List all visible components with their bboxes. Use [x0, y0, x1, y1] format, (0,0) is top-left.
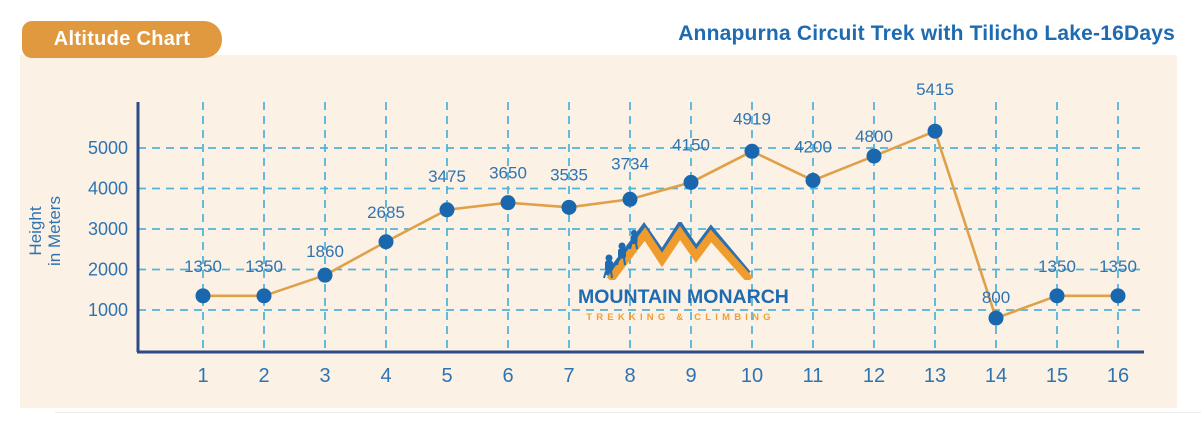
data-point — [744, 143, 760, 159]
data-point — [805, 172, 821, 188]
mountain-logo-icon — [602, 219, 753, 283]
x-tick-label: 7 — [563, 365, 574, 387]
page-title: Annapurna Circuit Trek with Tilicho Lake… — [678, 22, 1175, 45]
data-point — [927, 123, 943, 139]
data-point-label: 3475 — [428, 167, 466, 186]
data-point-label: 3650 — [489, 164, 527, 183]
bottom-divider — [55, 412, 1201, 413]
x-tick-label: 5 — [441, 365, 452, 387]
data-point-label: 800 — [982, 288, 1010, 307]
altitude-series-line — [203, 129, 1118, 320]
data-point-label: 1350 — [1038, 257, 1076, 276]
data-point — [195, 288, 211, 304]
y-axis-label-line2: in Meters — [45, 196, 64, 266]
data-point-label: 1350 — [1099, 257, 1137, 276]
y-tick-label: 1000 — [88, 300, 128, 320]
x-tick-label: 1 — [197, 365, 208, 387]
data-point — [1049, 288, 1065, 304]
watermark-name: MOUNTAIN MONARCH — [578, 286, 789, 308]
data-point-label: 4919 — [733, 109, 771, 128]
data-point-label: 1350 — [184, 257, 222, 276]
altitude-chart-badge: Altitude Chart — [22, 21, 222, 58]
data-point-label: 2685 — [367, 203, 405, 222]
badge-label: Altitude Chart — [53, 28, 191, 50]
watermark-logo: MOUNTAIN MONARCH TREKKING & CLIMBING — [578, 219, 789, 323]
y-tick-label: 5000 — [88, 138, 128, 158]
x-tick-label: 9 — [685, 365, 696, 387]
y-tick-label: 3000 — [88, 219, 128, 239]
data-point-label: 4150 — [672, 135, 710, 154]
x-tick-label: 13 — [924, 365, 946, 387]
x-tick-label: 10 — [741, 365, 763, 387]
x-tick-label: 3 — [319, 365, 330, 387]
data-point-label: 4200 — [794, 137, 832, 156]
data-point — [317, 267, 333, 283]
chart-panel: 1000 2000 3000 4000 5000 1 2 3 4 5 6 7 8 9 10 11 12 13 14 1… — [20, 55, 1177, 408]
y-axis-label: Height in Meters — [26, 161, 68, 301]
x-tick-label: 6 — [502, 365, 513, 387]
x-tick-label: 16 — [1107, 365, 1129, 387]
x-tick-label: 11 — [803, 365, 824, 387]
data-point — [1110, 288, 1126, 304]
x-tick-label: 8 — [624, 365, 635, 387]
data-point-label: 1350 — [245, 257, 283, 276]
data-point — [866, 148, 882, 164]
y-tick-label: 4000 — [88, 179, 128, 199]
data-point — [683, 174, 699, 190]
data-point-label: 5415 — [916, 80, 954, 99]
x-tick-label: 2 — [258, 365, 269, 387]
data-point-label: 3535 — [550, 165, 588, 184]
data-point — [988, 310, 1004, 326]
x-tick-label: 4 — [380, 365, 391, 387]
data-point-label: 4800 — [855, 127, 893, 146]
watermark-tagline: TREKKING & CLIMBING — [586, 312, 775, 323]
data-point — [256, 288, 272, 304]
data-point-label: 1860 — [306, 242, 344, 261]
climbers-icon — [602, 229, 642, 279]
data-point — [439, 202, 455, 218]
x-tick-label: 15 — [1046, 365, 1068, 387]
y-tick-label: 2000 — [88, 260, 128, 280]
data-point-label: 3734 — [611, 154, 649, 173]
x-tick-label: 14 — [985, 365, 1007, 387]
data-point — [378, 234, 394, 250]
y-axis-label-line1: Height — [26, 206, 45, 256]
data-point — [561, 199, 577, 215]
data-point — [622, 191, 638, 207]
x-tick-label: 12 — [863, 365, 885, 387]
data-point — [500, 195, 516, 211]
